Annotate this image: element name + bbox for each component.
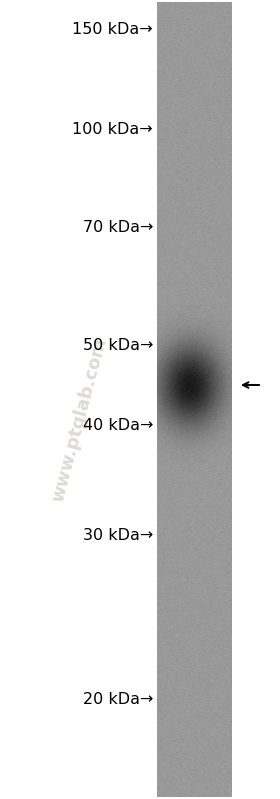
Text: 30 kDa→: 30 kDa→ — [83, 527, 153, 543]
Text: 70 kDa→: 70 kDa→ — [83, 221, 153, 236]
Text: 20 kDa→: 20 kDa→ — [83, 693, 153, 707]
Text: 40 kDa→: 40 kDa→ — [83, 418, 153, 432]
Text: 50 kDa→: 50 kDa→ — [83, 337, 153, 352]
Text: www.ptglab.com: www.ptglab.com — [49, 336, 111, 504]
Text: 100 kDa→: 100 kDa→ — [72, 122, 153, 137]
Text: 150 kDa→: 150 kDa→ — [72, 22, 153, 38]
